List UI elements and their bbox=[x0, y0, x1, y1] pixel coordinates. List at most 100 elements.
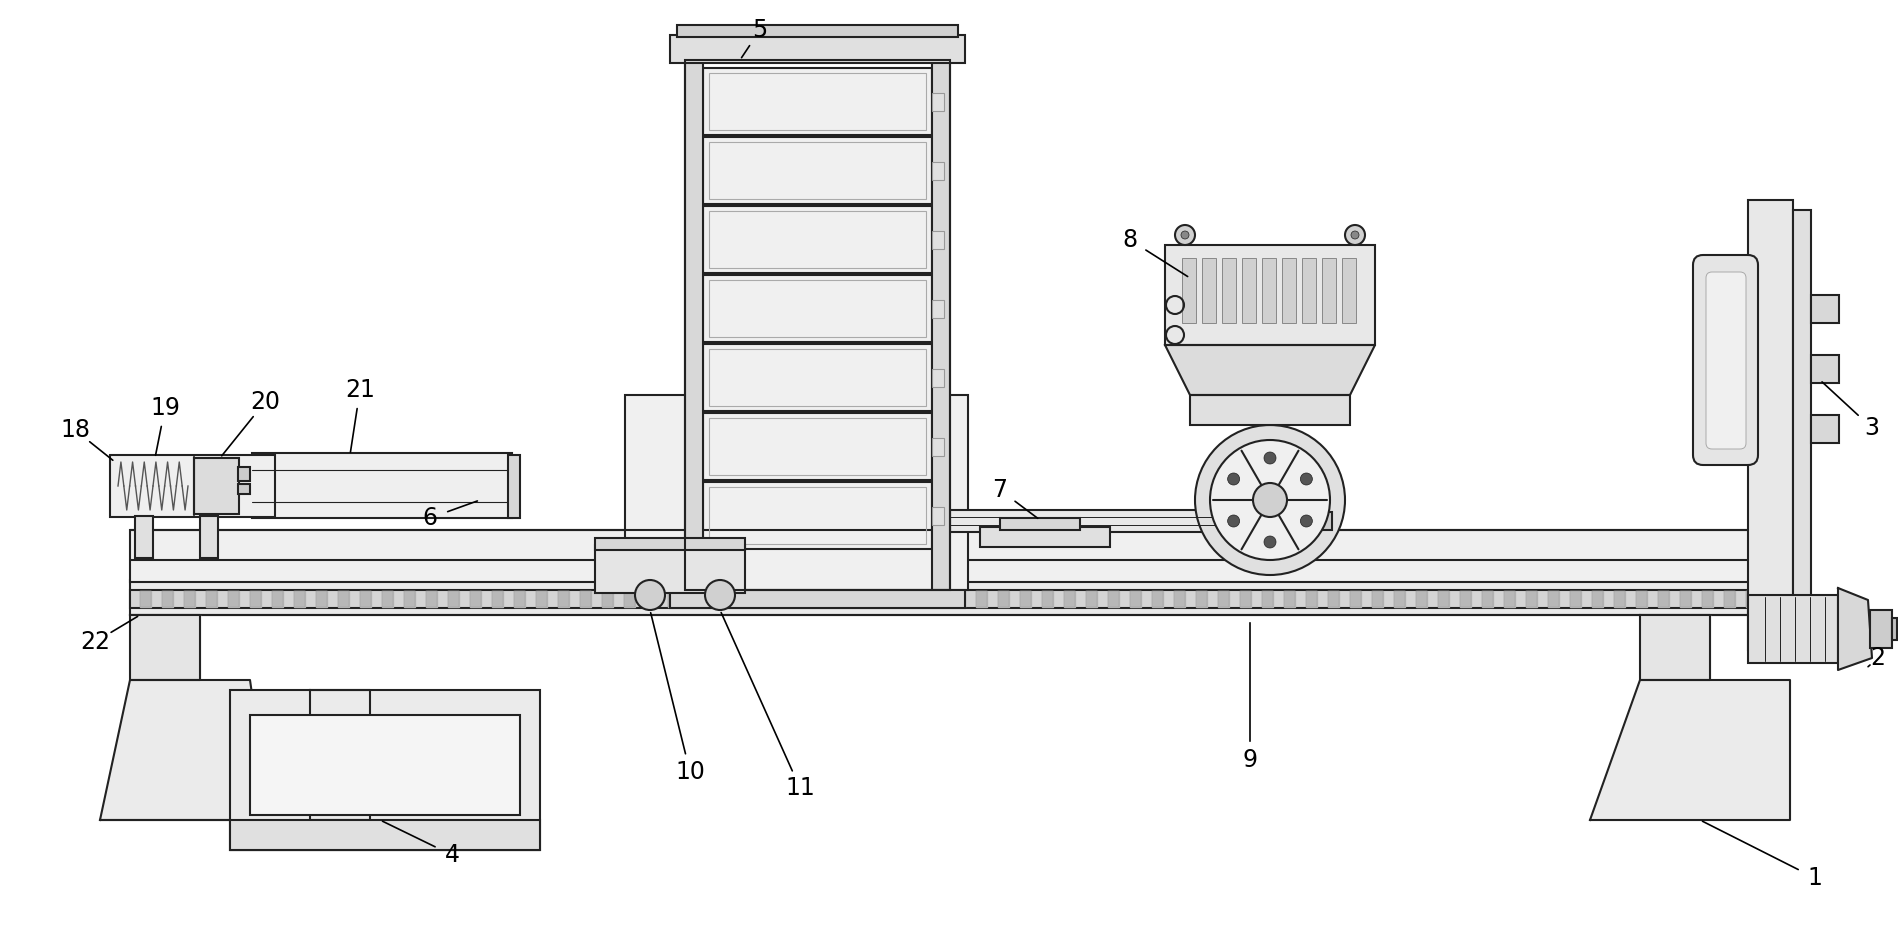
Polygon shape bbox=[735, 591, 746, 607]
Polygon shape bbox=[645, 591, 657, 607]
Polygon shape bbox=[228, 591, 239, 607]
Polygon shape bbox=[1703, 591, 1714, 607]
Polygon shape bbox=[1065, 591, 1074, 607]
Bar bbox=[129, 580, 1790, 615]
Polygon shape bbox=[1416, 591, 1427, 607]
Bar bbox=[710, 280, 926, 337]
Polygon shape bbox=[1592, 591, 1604, 607]
Bar bbox=[1811, 415, 1839, 443]
Polygon shape bbox=[1746, 591, 1758, 607]
Circle shape bbox=[1228, 473, 1239, 485]
Bar bbox=[237, 484, 251, 494]
Polygon shape bbox=[1659, 591, 1668, 607]
Bar bbox=[1222, 258, 1236, 323]
Polygon shape bbox=[361, 591, 370, 607]
Bar bbox=[710, 418, 926, 475]
Bar bbox=[932, 231, 943, 249]
Polygon shape bbox=[1526, 591, 1537, 607]
Polygon shape bbox=[1042, 591, 1053, 607]
Polygon shape bbox=[1837, 588, 1871, 670]
Bar bbox=[129, 530, 1790, 582]
Polygon shape bbox=[140, 591, 152, 607]
Bar bbox=[1165, 245, 1374, 345]
Polygon shape bbox=[602, 591, 613, 607]
Polygon shape bbox=[1262, 591, 1274, 607]
Text: 18: 18 bbox=[61, 418, 89, 442]
Polygon shape bbox=[998, 591, 1010, 607]
Bar bbox=[1811, 295, 1839, 323]
Bar bbox=[685, 60, 951, 590]
Circle shape bbox=[1264, 452, 1275, 464]
Bar bbox=[624, 395, 968, 590]
Polygon shape bbox=[1086, 591, 1097, 607]
Bar bbox=[594, 545, 746, 593]
Polygon shape bbox=[1549, 591, 1558, 607]
Circle shape bbox=[704, 580, 735, 610]
Bar bbox=[199, 516, 218, 558]
Polygon shape bbox=[909, 591, 921, 607]
Polygon shape bbox=[425, 591, 437, 607]
Polygon shape bbox=[1239, 591, 1251, 607]
Text: 20: 20 bbox=[251, 390, 281, 414]
Polygon shape bbox=[381, 591, 393, 607]
Bar bbox=[1748, 200, 1794, 650]
Polygon shape bbox=[1165, 345, 1374, 395]
Bar bbox=[932, 162, 943, 180]
Polygon shape bbox=[1285, 591, 1294, 607]
Bar bbox=[932, 300, 943, 318]
Text: 10: 10 bbox=[676, 760, 704, 784]
Text: 11: 11 bbox=[786, 776, 814, 800]
Bar bbox=[1182, 258, 1196, 323]
Bar bbox=[594, 538, 746, 550]
Polygon shape bbox=[976, 591, 987, 607]
Bar bbox=[932, 93, 943, 111]
Polygon shape bbox=[822, 591, 833, 607]
Bar bbox=[194, 458, 239, 514]
Bar bbox=[702, 413, 932, 480]
Bar bbox=[702, 68, 932, 135]
Polygon shape bbox=[1680, 591, 1691, 607]
Polygon shape bbox=[309, 690, 370, 820]
Polygon shape bbox=[1640, 615, 1710, 680]
Bar bbox=[979, 527, 1110, 547]
Polygon shape bbox=[1329, 591, 1338, 607]
Polygon shape bbox=[129, 615, 199, 680]
Polygon shape bbox=[1019, 591, 1031, 607]
Circle shape bbox=[1196, 425, 1346, 575]
Bar bbox=[702, 275, 932, 342]
Circle shape bbox=[1346, 225, 1365, 245]
Polygon shape bbox=[1723, 591, 1735, 607]
Bar bbox=[710, 487, 926, 544]
Bar bbox=[932, 507, 943, 525]
Polygon shape bbox=[712, 591, 723, 607]
Polygon shape bbox=[1636, 591, 1647, 607]
Polygon shape bbox=[1175, 591, 1184, 607]
Bar bbox=[1190, 395, 1349, 425]
Polygon shape bbox=[1393, 591, 1405, 607]
Bar bbox=[129, 590, 1780, 608]
Polygon shape bbox=[932, 591, 943, 607]
Bar bbox=[685, 60, 702, 590]
Bar bbox=[230, 690, 541, 850]
Text: 21: 21 bbox=[345, 378, 376, 402]
Bar bbox=[230, 820, 541, 850]
Circle shape bbox=[1181, 231, 1188, 239]
Polygon shape bbox=[1460, 591, 1471, 607]
Polygon shape bbox=[207, 591, 216, 607]
Text: 7: 7 bbox=[993, 478, 1008, 502]
Bar bbox=[951, 510, 1220, 532]
Polygon shape bbox=[1306, 591, 1317, 607]
Bar bbox=[1220, 516, 1319, 526]
Bar bbox=[1892, 618, 1896, 640]
Polygon shape bbox=[161, 591, 173, 607]
Circle shape bbox=[1351, 231, 1359, 239]
Polygon shape bbox=[271, 591, 283, 607]
Bar bbox=[702, 482, 932, 549]
Bar bbox=[237, 467, 251, 481]
Polygon shape bbox=[581, 591, 590, 607]
Bar bbox=[1262, 258, 1275, 323]
Polygon shape bbox=[778, 591, 790, 607]
Bar bbox=[702, 206, 932, 273]
Polygon shape bbox=[1570, 591, 1581, 607]
FancyBboxPatch shape bbox=[1706, 272, 1746, 449]
